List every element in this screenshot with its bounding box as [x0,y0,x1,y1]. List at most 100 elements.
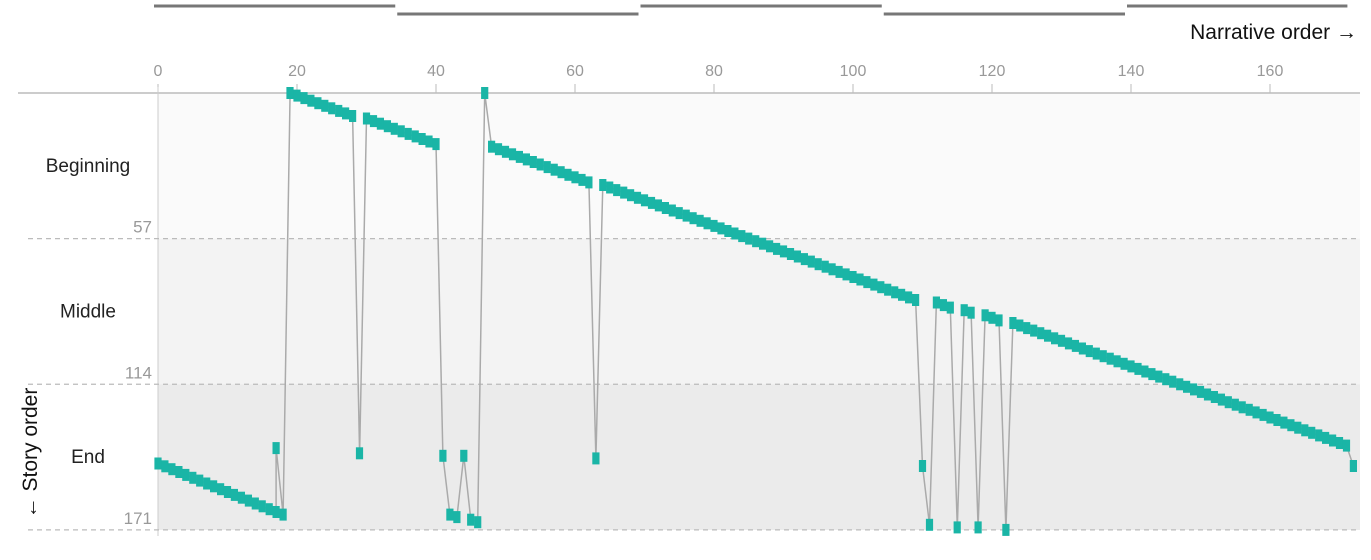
chapter-marker [272,506,280,518]
chapter-marker [995,314,1003,327]
chapter-markers [154,87,1357,536]
chapter-marker [279,508,287,521]
chapter-marker [925,518,934,531]
chapter-marker [508,148,517,161]
chapter-marker [1287,419,1295,432]
chapter-marker [1349,460,1357,472]
chapter-marker [258,500,266,513]
chapter-marker [1190,383,1198,396]
x-tick-label: 120 [979,63,1006,80]
chapter-marker [1280,416,1288,429]
chapter-marker [1169,375,1177,388]
x-tick-label: 80 [705,63,723,80]
chapter-marker [682,209,690,222]
chapter-marker [640,194,649,207]
chapter-marker [237,491,245,504]
x-tick-label: 0 [154,63,163,80]
chapter-marker [1113,355,1121,368]
chapter-marker [564,168,572,181]
y-tick-label: 114 [125,363,152,382]
chapter-marker [835,265,843,278]
chapter-marker [1335,437,1344,449]
chapter-marker [286,87,294,99]
band-label-middle: Middle [60,301,116,322]
chapter-marker [974,521,982,534]
chapter-marker [175,466,183,478]
chapter-marker [446,508,454,521]
chapter-marker [661,202,669,214]
chapter-marker [696,214,704,227]
chapter-marker [362,112,371,125]
chapter-marker [710,219,718,232]
chapter-marker [1092,347,1100,360]
band-middle [158,238,1360,385]
chapter-marker [300,92,308,105]
band-label-beginning: Beginning [46,156,131,177]
x-tick-label: 140 [1118,63,1145,80]
chapter-marker [203,477,211,490]
chapter-marker [1078,342,1086,355]
chapter-marker [314,97,322,110]
chapter-marker [731,227,739,240]
chapter-marker [918,460,927,472]
chapter-marker [1322,431,1330,444]
chapter-marker [717,222,725,235]
chapter-marker [633,191,642,204]
chapter-marker [488,140,496,153]
chapter-marker [884,283,892,296]
chapter-marker [1071,339,1079,352]
chapter-marker [494,143,503,156]
chapter-marker [543,161,551,174]
chapter-marker [557,166,565,179]
chapter-marker [953,521,961,534]
chapter-marker [515,150,523,163]
chapter-marker [1294,421,1302,434]
chapter-marker [1155,370,1163,383]
y-axis-ticks: 57 114 171 [28,218,1360,531]
chapter-marker [1120,357,1128,370]
chapter-marker [536,158,544,171]
chapter-marker [613,184,621,197]
chapter-marker [376,117,384,130]
chapter-marker [383,120,391,133]
chapter-marker [1051,332,1059,345]
x-tick-label: 20 [288,63,306,80]
band-beginning [158,93,1360,239]
chapter-marker [182,468,190,481]
chapter-marker [891,286,899,299]
chapter-marker [369,115,378,128]
chapter-marker [800,253,808,266]
chapter-marker [355,447,364,460]
top-segments [154,4,1348,16]
chapter-marker [328,102,336,115]
chapter-marker [1057,334,1066,347]
chapter-marker [585,176,593,189]
chapter-marker [1002,523,1010,536]
chapter-marker [1238,401,1246,414]
chapter-marker [189,471,197,484]
chapter-marker [1266,411,1274,424]
chapter-marker [230,488,238,501]
chapter-marker [1301,424,1309,437]
chapter-marker [1315,429,1323,442]
chapter-marker [842,268,850,281]
chapter-marker [1134,362,1142,375]
chapter-marker [689,212,697,225]
chapter-marker [397,125,405,138]
chapter-marker [1245,403,1253,416]
chapter-marker [703,217,711,230]
x-tick-label: 160 [1257,63,1284,80]
chapter-marker [404,127,412,140]
chapter-marker [1217,393,1225,406]
chapter-marker [766,240,774,253]
chapter-marker [460,449,468,462]
chapter-marker [821,260,829,273]
chapter-marker [321,99,329,112]
chapter-marker [932,296,940,309]
chapter-marker [474,516,482,529]
chapter-marker [1342,439,1351,452]
chapter-marker [467,513,475,526]
chapter-marker [738,230,746,243]
chapter-marker [627,189,635,202]
